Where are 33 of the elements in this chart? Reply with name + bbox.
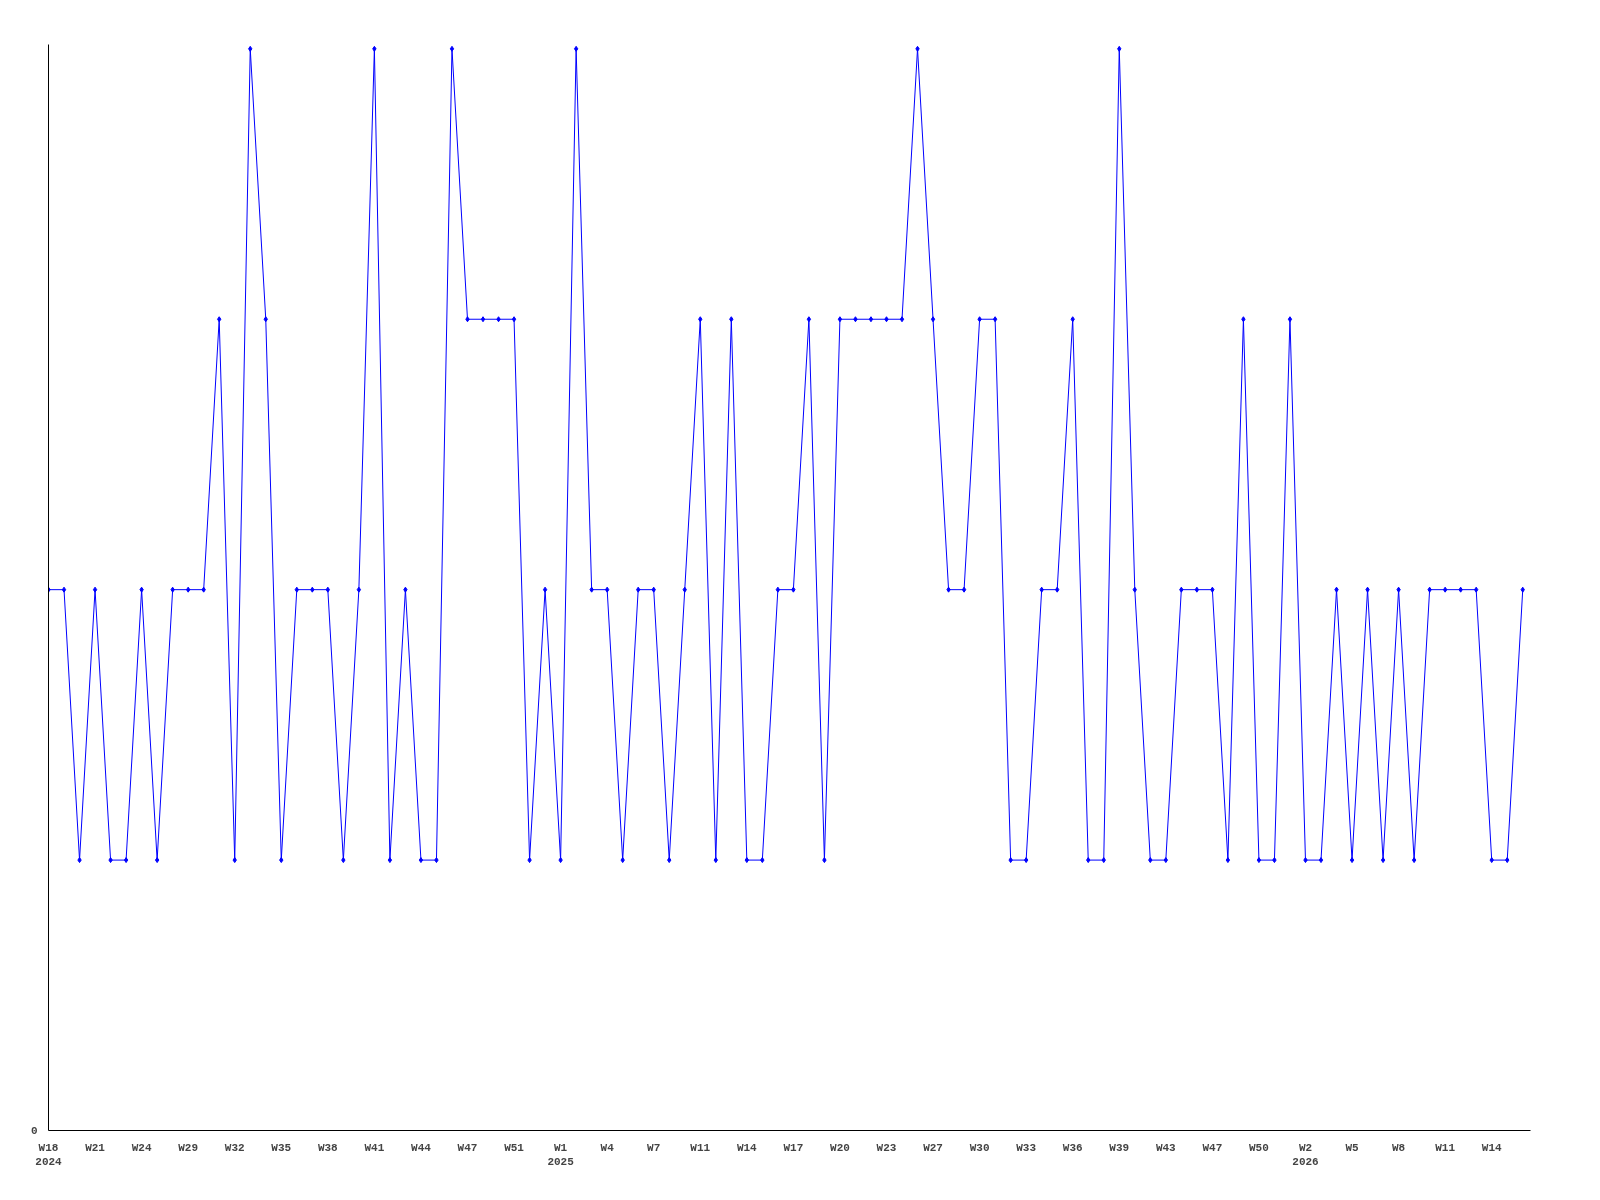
x-tick-label: W18 2024 [35,1141,63,1168]
x-tick-label: W27 [923,1141,943,1154]
x-tick-label: W7 [647,1141,661,1154]
text: 0 [30,1125,38,1137]
x-tick-label: W20 [830,1141,850,1154]
x-tick-label: W36 [1062,1141,1083,1154]
x-tick-label: W35 [271,1141,292,1154]
x-tick-label: W39 [1109,1141,1130,1154]
x-tick-label: W30 [969,1141,990,1154]
x-tick-label: W17 [783,1141,804,1154]
x-tick-label: W14 [1481,1141,1502,1154]
x-tick-label: W2 2026 [1292,1141,1319,1168]
x-tick-label: W29 [178,1141,199,1154]
x-tick-label: W5 [1345,1141,1360,1154]
x-tick-label: W33 [1016,1141,1037,1154]
x-tick-label: W8 [1391,1141,1406,1154]
x-tick-label: W38 [317,1141,339,1154]
x-tick-label: W47 [457,1141,478,1154]
x-tick-label: W50 [1249,1141,1269,1154]
x-tick-label: W41 [364,1141,385,1154]
x-tick-label: W11 [1435,1141,1456,1154]
x-tick-label: W47 [1202,1141,1223,1154]
x-tick-label: W51 [504,1141,525,1154]
x-tick-label: W1 2025 [547,1141,575,1168]
x-tick-label: W11 [690,1141,711,1154]
x-tick-label: W43 [1155,1141,1177,1154]
x-tick-label: W44 [411,1141,432,1154]
x-tick-label: W14 [736,1141,758,1154]
x-tick-label: W32 [224,1141,245,1154]
x-tick-label: W24 [131,1141,152,1154]
x-tick-label: W23 [876,1141,897,1154]
x-tick-label: W21 [85,1141,106,1154]
x-tick-label: W4 [600,1141,615,1154]
